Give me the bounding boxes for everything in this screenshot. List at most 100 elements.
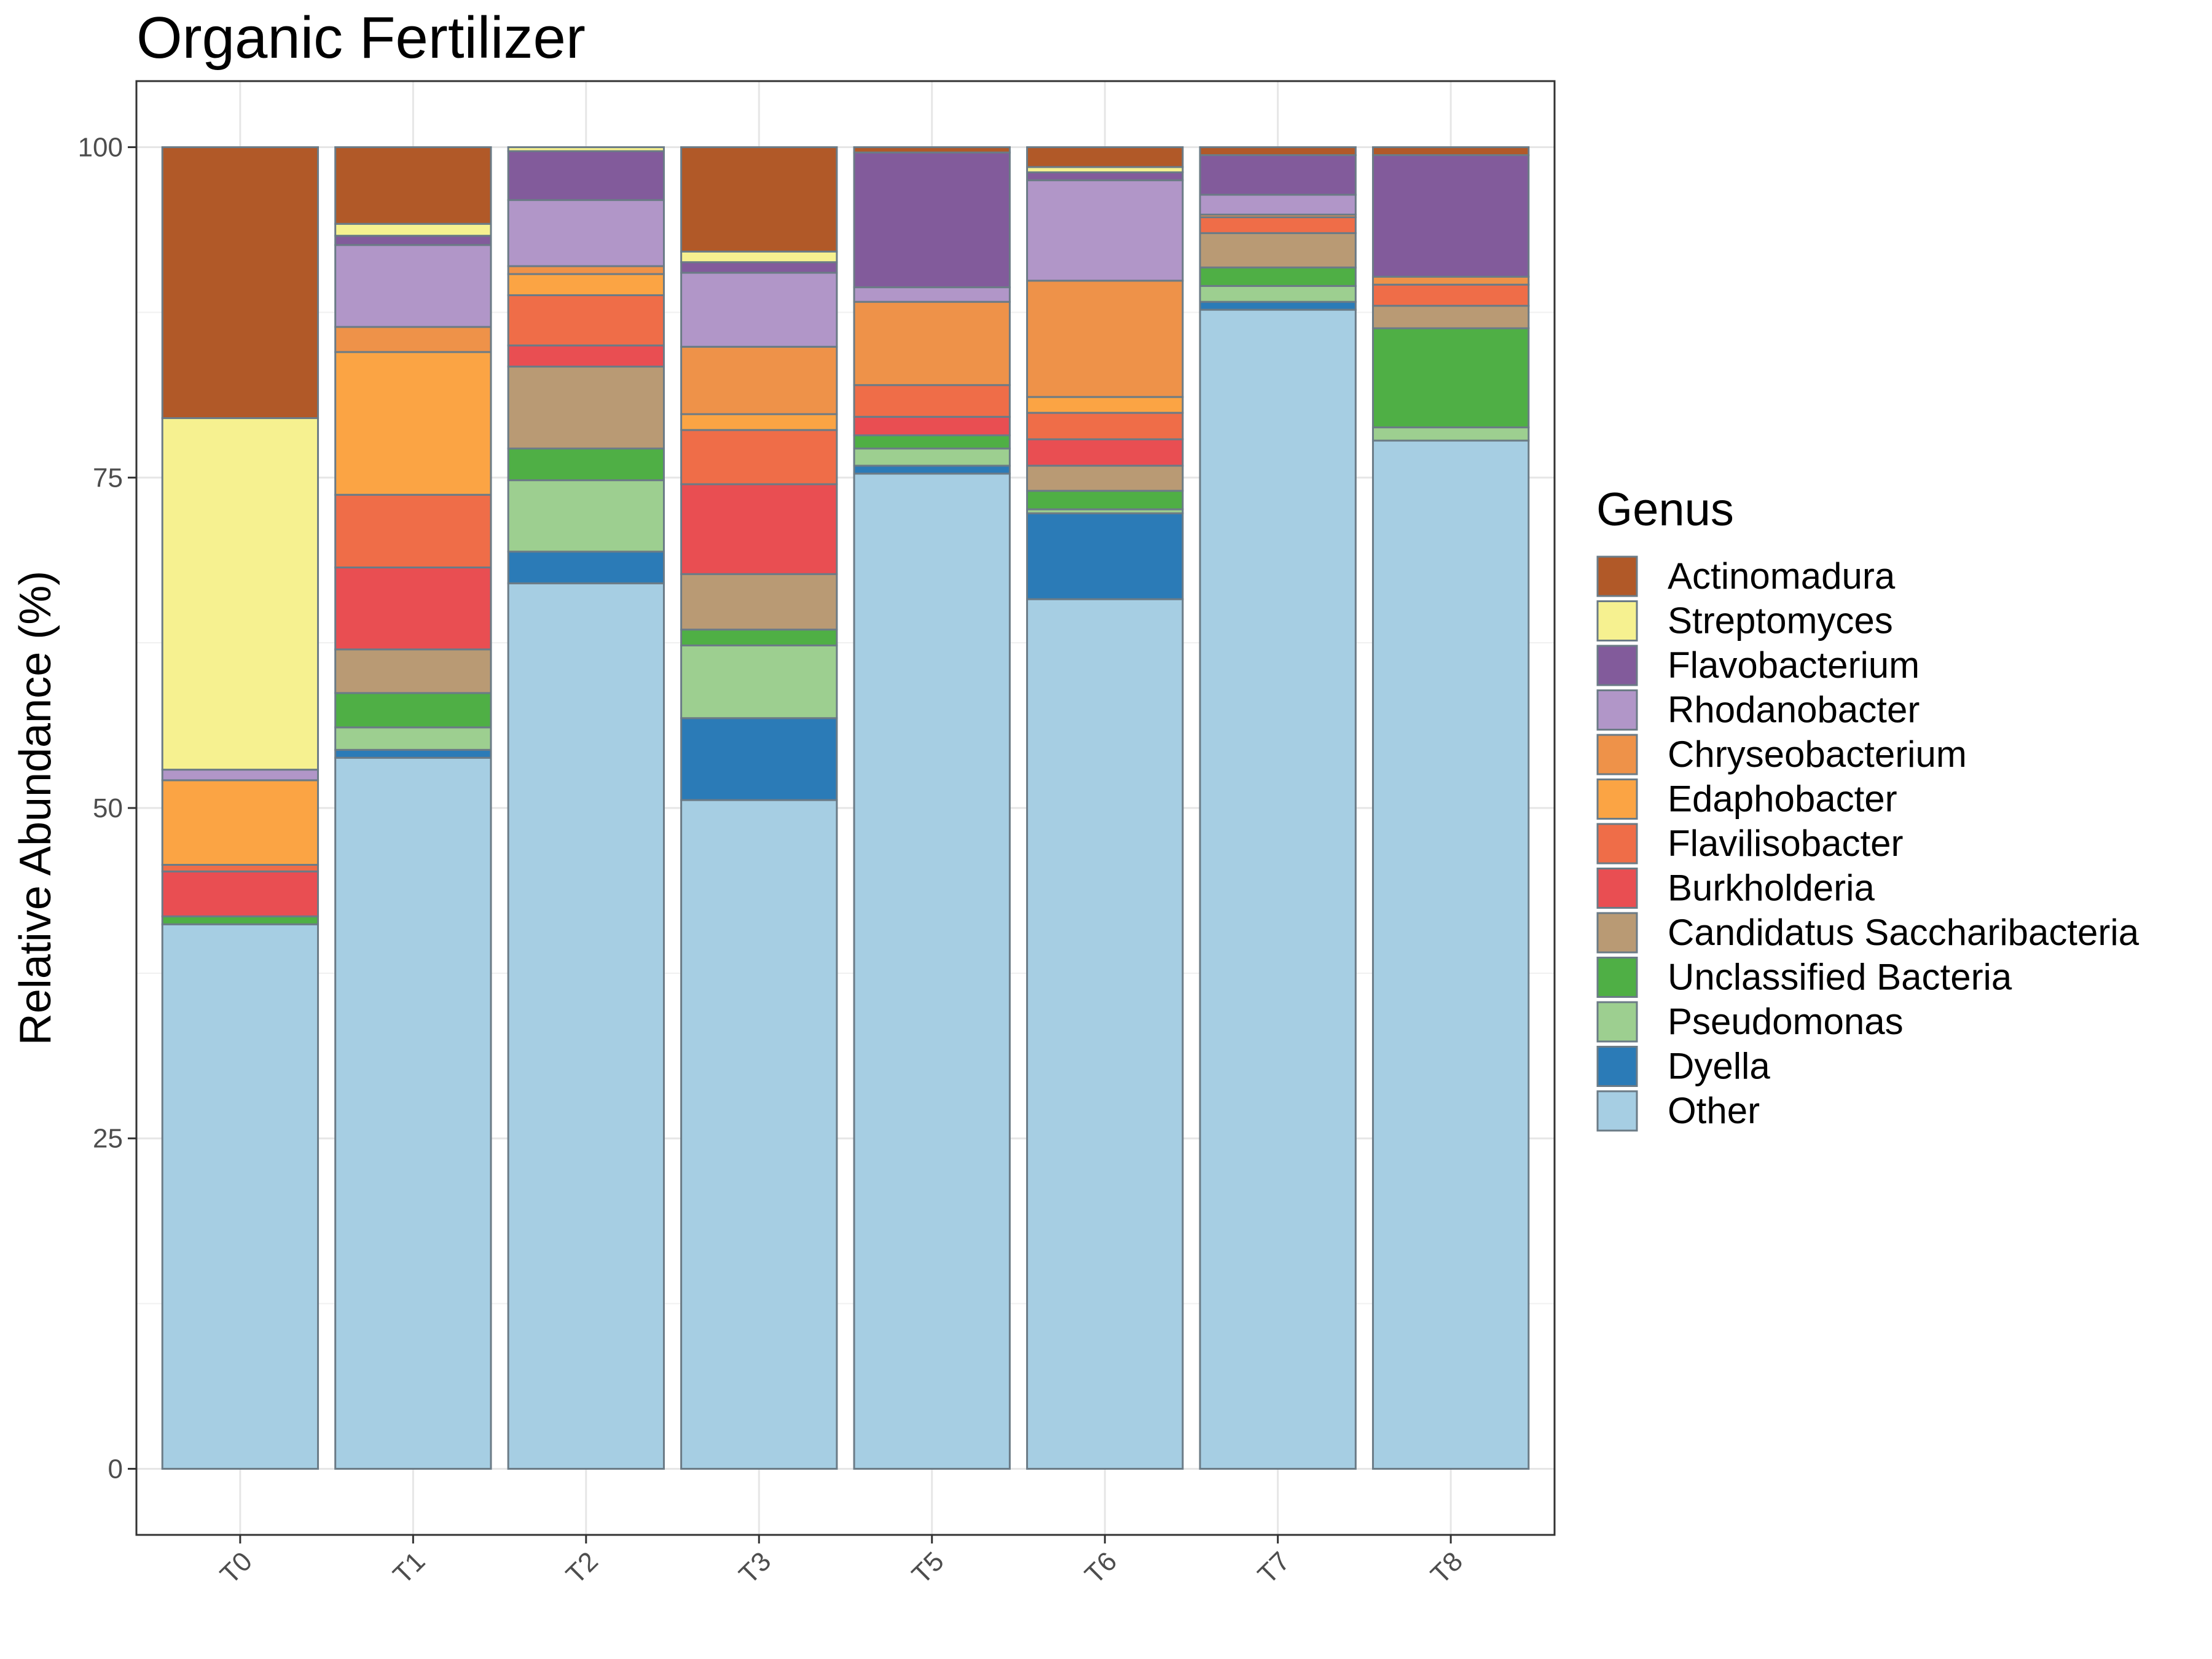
- bar-segment-t6-burkholderia: [1026, 438, 1184, 467]
- bar-segment-t6-candidatus-saccharibacteria: [1026, 465, 1184, 492]
- bar-segment-t7-dyella: [1199, 300, 1357, 311]
- bar-segment-t1-actinomadura: [334, 146, 492, 225]
- y-axis: 0 25 50 75 100: [78, 133, 136, 1484]
- x-axis: T0 T1 T2 T3 T5 T6 T7 T8: [214, 1535, 1469, 1590]
- legend-label-rhodanobacter: Rhodanobacter: [1668, 689, 1920, 731]
- bar-segment-t1-dyella: [334, 748, 492, 759]
- chart-title: Organic Fertilizer: [136, 5, 586, 71]
- bar-segment-t3-streptomyces: [680, 250, 838, 264]
- legend-label-flavobacterium: Flavobacterium: [1668, 645, 1920, 686]
- bar-segment-t1-candidatus-saccharibacteria: [334, 648, 492, 694]
- legend-swatch-dyella: [1596, 1046, 1638, 1087]
- y-tick-label: 75: [93, 463, 123, 493]
- bar-segment-t2-unclassified-bacteria: [507, 447, 665, 482]
- bar-segment-t3-dyella: [680, 717, 838, 801]
- bar-segment-t0-other: [161, 923, 320, 1470]
- legend-label-candidatus-saccharibacteria: Candidatus Saccharibacteria: [1668, 912, 2139, 953]
- bar-segment-t3-edaphobacter: [680, 413, 838, 431]
- bar-segment-t7-flavilisobacter: [1199, 216, 1357, 234]
- bar-segment-t5-dyella: [853, 465, 1011, 475]
- bar-segment-t3-flavobacterium: [680, 261, 838, 274]
- y-tick-label: 100: [78, 133, 123, 163]
- bar-segment-t5-flavobacterium: [853, 151, 1011, 289]
- bar-segment-t1-flavobacterium: [334, 235, 492, 246]
- x-tick-label: T3: [733, 1546, 777, 1590]
- x-tick-label: T0: [214, 1546, 258, 1590]
- legend-swatch-actinomadura: [1596, 555, 1638, 597]
- legend-label-unclassified-bacteria: Unclassified Bacteria: [1668, 957, 2012, 998]
- legend-swatch-chryseobacterium: [1596, 734, 1638, 775]
- bar-segment-t8-flavilisobacter: [1371, 283, 1530, 307]
- bar-segment-t8-actinomadura: [1371, 146, 1530, 156]
- bar-segment-t0-rhodanobacter: [161, 769, 320, 782]
- bar-segment-t6-flavilisobacter: [1026, 412, 1184, 441]
- x-tick-label: T7: [1252, 1546, 1296, 1590]
- bar-segment-t1-chryseobacterium: [334, 326, 492, 353]
- bar-segment-t3-burkholderia: [680, 483, 838, 575]
- legend-swatch-pseudomonas: [1596, 1001, 1638, 1043]
- bar-segment-t8-pseudomonas: [1371, 426, 1530, 442]
- legend-swatch-unclassified-bacteria: [1596, 957, 1638, 998]
- bar-segment-t6-flavobacterium: [1026, 171, 1184, 181]
- bar-segment-t1-other: [334, 756, 492, 1470]
- y-tick-label: 0: [108, 1454, 123, 1484]
- bar-segment-t6-other: [1026, 598, 1184, 1470]
- bars: [161, 146, 1530, 1470]
- bar-segment-t8-unclassified-bacteria: [1371, 327, 1530, 429]
- bar-segment-t1-burkholderia: [334, 567, 492, 651]
- bar-segment-t5-flavilisobacter: [853, 384, 1011, 418]
- bar-segment-t5-other: [853, 473, 1011, 1470]
- x-tick-label: T5: [906, 1546, 950, 1590]
- bar-segment-t5-chryseobacterium: [853, 300, 1011, 386]
- legend-label-dyella: Dyella: [1668, 1046, 1770, 1087]
- legend-swatch-streptomyces: [1596, 600, 1638, 641]
- bar-segment-t2-burkholderia: [507, 344, 665, 368]
- bar-segment-t2-flavobacterium: [507, 150, 665, 202]
- bar-segment-t3-flavilisobacter: [680, 429, 838, 485]
- bar-segment-t6-unclassified-bacteria: [1026, 490, 1184, 511]
- bar-segment-t8-other: [1371, 439, 1530, 1470]
- bar-segment-t0-edaphobacter: [161, 779, 320, 866]
- bar-segment-t0-burkholderia: [161, 870, 320, 917]
- bar-segment-t2-chryseobacterium: [507, 265, 665, 275]
- bar-segment-t5-rhodanobacter: [853, 286, 1011, 303]
- bar-segment-t2-pseudomonas: [507, 479, 665, 553]
- bar-segment-t2-streptomyces: [507, 146, 665, 152]
- bar-segment-t7-unclassified-bacteria: [1199, 266, 1357, 287]
- legend-swatch-burkholderia: [1596, 868, 1638, 909]
- legend-swatch-flavilisobacter: [1596, 823, 1638, 865]
- legend-title: Genus: [1596, 484, 1734, 536]
- bar-segment-t6-edaphobacter: [1026, 396, 1184, 414]
- bar-segment-t2-edaphobacter: [507, 273, 665, 296]
- bar-segment-t1-unclassified-bacteria: [334, 692, 492, 729]
- bar-segment-t8-chryseobacterium: [1371, 275, 1530, 286]
- bar-segment-t1-rhodanobacter: [334, 244, 492, 328]
- bar-segment-t5-pseudomonas: [853, 447, 1011, 467]
- bar-segment-t3-other: [680, 799, 838, 1470]
- x-tick-label: T1: [387, 1546, 431, 1590]
- bar-segment-t6-rhodanobacter: [1026, 179, 1184, 282]
- legend-label-pseudomonas: Pseudomonas: [1668, 1001, 1904, 1042]
- bar-segment-t1-pseudomonas: [334, 726, 492, 751]
- bar-segment-t8-flavobacterium: [1371, 154, 1530, 278]
- bar-segment-t2-rhodanobacter: [507, 199, 665, 267]
- y-axis-title: Relative Abundance (%): [11, 571, 60, 1045]
- bar-segment-t1-flavilisobacter: [334, 493, 492, 569]
- bar-segment-t7-rhodanobacter: [1199, 194, 1357, 216]
- bar-segment-t2-other: [507, 582, 665, 1470]
- bar-segment-t2-candidatus-saccharibacteria: [507, 366, 665, 450]
- bar-segment-t3-candidatus-saccharibacteria: [680, 573, 838, 631]
- bar-segment-t0-flavilisobacter: [161, 863, 320, 873]
- legend-label-streptomyces: Streptomyces: [1668, 600, 1893, 641]
- bar-segment-t5-burkholderia: [853, 415, 1011, 436]
- bar-segment-t5-unclassified-bacteria: [853, 434, 1011, 450]
- bar-segment-t7-actinomadura: [1199, 146, 1357, 156]
- legend-label-edaphobacter: Edaphobacter: [1668, 779, 1897, 820]
- bar-segment-t2-flavilisobacter: [507, 294, 665, 347]
- legend-label-actinomadura: Actinomadura: [1668, 555, 1896, 597]
- bar-segment-t8-candidatus-saccharibacteria: [1371, 305, 1530, 329]
- legend-label-burkholderia: Burkholderia: [1668, 868, 1875, 909]
- x-tick-label: T8: [1425, 1546, 1469, 1590]
- bar-segment-t3-pseudomonas: [680, 644, 838, 720]
